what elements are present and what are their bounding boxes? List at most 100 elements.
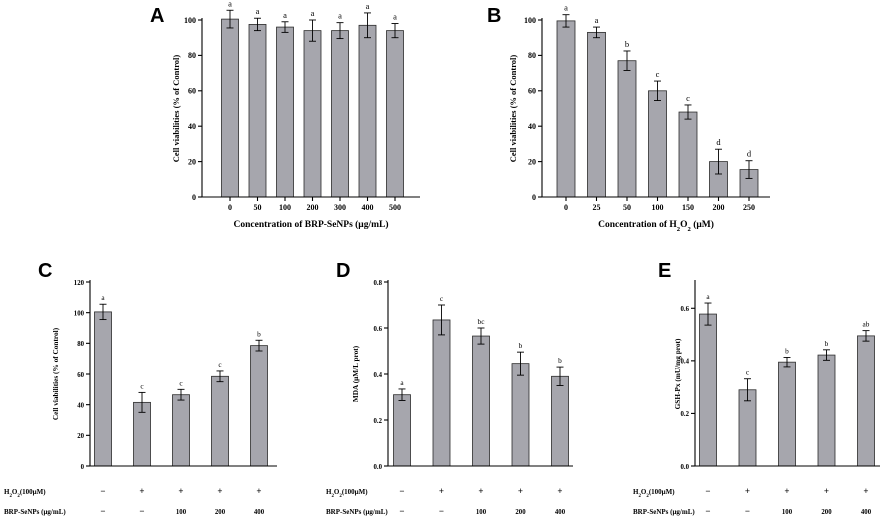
- h2o2-row-label-part: H: [326, 488, 332, 496]
- h2o2-row-label: H2O2(100μM): [326, 488, 368, 499]
- significance-letter: b: [558, 356, 562, 365]
- bar: [331, 30, 349, 198]
- x-tick-label: 200: [307, 203, 319, 212]
- x-axis-label-part: 2: [687, 226, 691, 233]
- y-tick-label: 0.8: [374, 280, 383, 287]
- x-axis-label-part: (μM): [691, 219, 714, 230]
- bar: [699, 313, 717, 467]
- h2o2-sign: +: [557, 486, 562, 496]
- significance-letter: a: [366, 1, 370, 11]
- significance-letter: b: [785, 346, 789, 355]
- h2o2-row-label-part: 2: [339, 494, 342, 499]
- brp-value: 100: [476, 509, 487, 516]
- bar: [857, 335, 875, 467]
- bar: [211, 375, 229, 467]
- brp-row-label: BRP-SeNPs (μg/mL): [633, 508, 695, 516]
- h2o2-sign: +: [478, 486, 483, 496]
- h2o2-row-label-part: 2: [646, 494, 649, 499]
- bar: [511, 363, 530, 467]
- y-tick-label: 0.2: [374, 418, 383, 425]
- significance-letter: a: [400, 378, 404, 387]
- y-tick-label: 40: [188, 122, 196, 131]
- bar: [94, 311, 112, 467]
- bar: [248, 24, 267, 198]
- y-tick-label: 0: [532, 193, 536, 202]
- h2o2-sign: +: [217, 486, 222, 496]
- brp-value: −: [745, 506, 750, 516]
- y-tick-label: 40: [528, 122, 536, 131]
- y-axis-label: Cell viabilities (% of Control): [51, 327, 60, 420]
- significance-letter: c: [218, 360, 222, 369]
- significance-letter: a: [564, 3, 568, 13]
- bar: [648, 90, 667, 198]
- panel-a: Aa a a a a a a 0 20 40 60 80 100 Cell viabilities (% …: [150, 0, 420, 230]
- h2o2-sign: +: [256, 486, 261, 496]
- x-tick-label: 300: [334, 203, 346, 212]
- y-axis-label: GSH-Px (mU/mg prot): [673, 338, 682, 409]
- significance-letter: a: [228, 0, 232, 8]
- panel-letter: B: [487, 5, 501, 27]
- y-axis-label: Cell viabilities (% of Control): [171, 55, 181, 163]
- significance-letter: a: [256, 6, 260, 16]
- y-tick-label: 20: [77, 433, 84, 440]
- h2o2-row-label-part: (100μM): [20, 488, 46, 496]
- panel-letter: A: [150, 5, 164, 27]
- h2o2-row-label: H2O2(100μM): [633, 488, 675, 499]
- significance-letter: ab: [863, 320, 870, 329]
- y-tick-label: 60: [528, 87, 536, 96]
- significance-letter: bc: [478, 317, 486, 326]
- significance-letter: b: [625, 39, 629, 49]
- brp-value: −: [439, 506, 444, 516]
- y-tick-label: 80: [528, 51, 536, 60]
- significance-letter: c: [140, 381, 144, 390]
- brp-row-label: BRP-SeNPs (μg/mL): [4, 508, 66, 516]
- h2o2-row-label-part: H: [4, 488, 10, 496]
- brp-value: −: [399, 506, 404, 516]
- h2o2-row-label-part: O: [334, 488, 340, 496]
- brp-value: 100: [176, 509, 187, 516]
- brp-value: 200: [515, 509, 526, 516]
- x-tick-label: 100: [652, 203, 664, 212]
- brp-row-label: BRP-SeNPs (μg/mL): [326, 508, 388, 516]
- brp-value: 200: [821, 509, 832, 516]
- significance-letter: b: [825, 339, 829, 348]
- h2o2-sign: +: [745, 486, 750, 496]
- y-axis-label: Cell viabilities (% of Control): [508, 55, 518, 163]
- significance-letter: d: [716, 137, 721, 147]
- bar: [587, 31, 606, 198]
- brp-value: −: [100, 506, 105, 516]
- x-tick-label: 500: [389, 203, 401, 212]
- bar: [386, 30, 404, 198]
- y-tick-label: 0: [192, 193, 196, 202]
- x-tick-label: 200: [713, 203, 725, 212]
- panel-letter: D: [336, 260, 350, 282]
- y-tick-label: 0.4: [681, 359, 690, 366]
- brp-value: 400: [861, 509, 872, 516]
- panel-letter: E: [658, 260, 671, 282]
- x-tick-label: 50: [254, 203, 262, 212]
- h2o2-row-label-part: O: [641, 488, 647, 496]
- y-tick-label: 100: [74, 310, 85, 317]
- x-axis-label-part: 2: [677, 226, 681, 233]
- h2o2-sign: +: [784, 486, 789, 496]
- y-tick-label: 20: [528, 157, 536, 166]
- bar: [276, 26, 294, 198]
- bar: [472, 335, 490, 467]
- x-axis-label: Concentration of BRP-SeNPs (μg/mL): [234, 219, 389, 230]
- bar: [778, 361, 796, 467]
- h2o2-row-label-part: 2: [331, 494, 334, 499]
- panel-d: Da c bc b b 0.0 0.2 0.4 0.6 0.8 MDA (μM/L prot) − − +…: [326, 260, 573, 516]
- y-tick-label: 120: [74, 280, 85, 287]
- y-tick-label: 0.6: [374, 326, 383, 333]
- h2o2-row-label-part: (100μM): [649, 488, 675, 496]
- significance-letter: c: [656, 69, 660, 79]
- panel-e: Ea c b b ab 0.0 0.2 0.4 0.6 GSH-Px (mU/mg prot) − −…: [633, 260, 880, 516]
- x-axis-label: Concentration of H2O2 (μM): [598, 219, 714, 233]
- brp-value: 200: [215, 509, 226, 516]
- bar: [250, 345, 268, 467]
- bar: [617, 60, 637, 198]
- y-tick-label: 100: [184, 16, 196, 25]
- significance-letter: d: [747, 149, 752, 159]
